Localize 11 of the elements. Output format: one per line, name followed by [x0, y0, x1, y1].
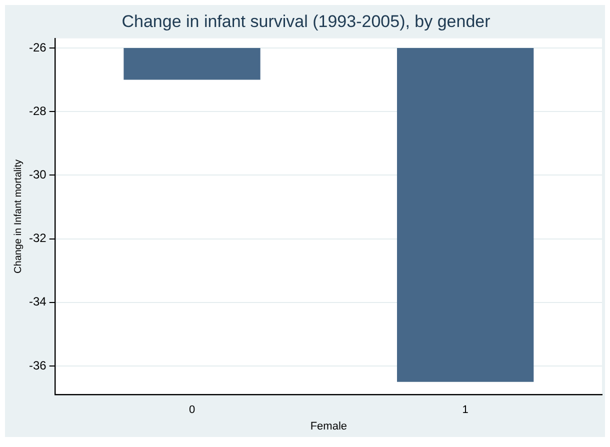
y-tick-label: -30 [29, 167, 47, 182]
y-tick-label: -34 [29, 294, 47, 309]
y-tick-label: -36 [29, 358, 47, 372]
x-axis-title: Female [310, 420, 348, 432]
y-axis-title: Change in Infant mortality [12, 160, 24, 274]
x-tick-label: 0 [188, 404, 196, 416]
y-tick-label: -28 [29, 104, 47, 118]
x-tick-label: 1 [462, 404, 468, 416]
chart-title: Change in infant survival (1993-2005), by gender [122, 12, 491, 31]
y-tick-label: -32 [29, 231, 47, 246]
y-tick-label: -26 [29, 40, 47, 54]
